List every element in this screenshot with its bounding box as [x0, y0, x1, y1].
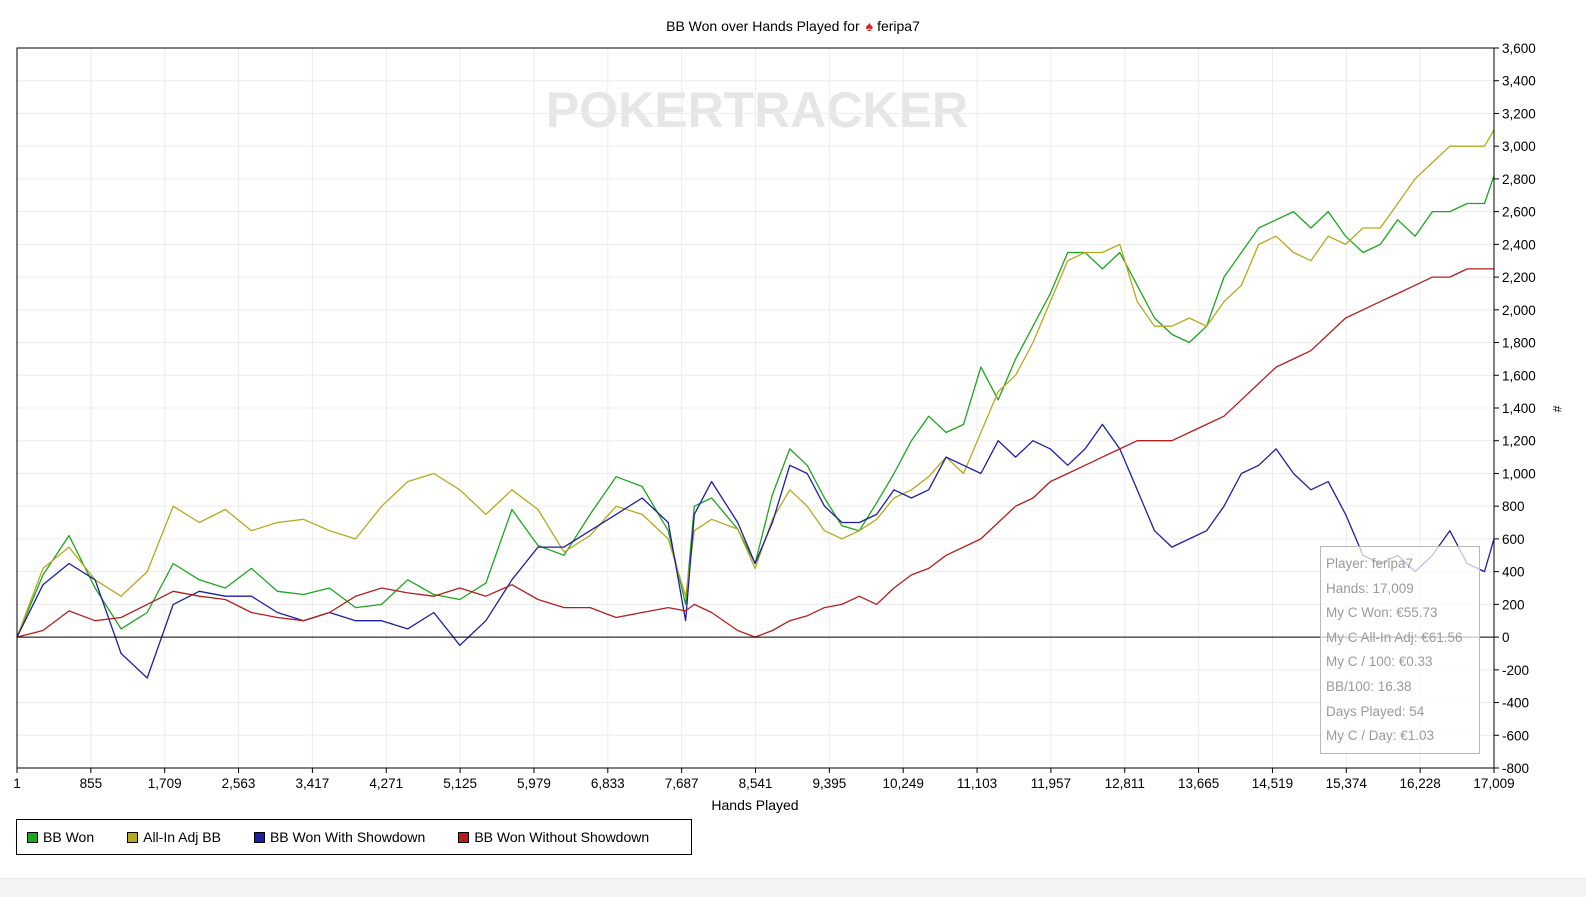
series-lines [16, 129, 1495, 679]
series-line-3 [16, 268, 1494, 638]
legend-item-without-showdown[interactable]: BB Won Without Showdown [458, 829, 649, 845]
x-axis-label: Hands Played [711, 797, 798, 813]
x-tick-label: 855 [80, 776, 103, 791]
series-line-1 [16, 129, 1495, 638]
y-tick-label: -200 [1502, 663, 1529, 678]
y-tick-label: 1,800 [1502, 336, 1536, 351]
tooltip-allin: My C All-In Adj: €61.56 [1326, 629, 1463, 645]
x-tick-label: 16,228 [1400, 776, 1441, 791]
x-tick-label: 1 [13, 776, 21, 791]
legend-label: BB Won With Showdown [269, 829, 426, 845]
series-line-0 [16, 175, 1495, 638]
legend: BB Won All-In Adj BB BB Won With Showdow… [16, 819, 692, 855]
x-tick-label: 11,957 [1031, 776, 1071, 791]
y-tick-label: 3,200 [1502, 106, 1536, 121]
y-tick-label: 3,600 [1502, 41, 1536, 56]
x-tick-label: 13,665 [1178, 776, 1219, 791]
x-tick-label: 5,125 [443, 776, 477, 791]
y-axis-label: # [1550, 406, 1564, 413]
x-tick-label: 14,519 [1252, 776, 1293, 791]
x-tick-label: 2,563 [222, 776, 256, 791]
y-tick-label: -600 [1502, 728, 1529, 743]
x-tick-label: 3,417 [296, 776, 330, 791]
legend-swatch [458, 831, 470, 843]
series-line-2 [16, 423, 1495, 679]
chart-title: BB Won over Hands Played for ♠ feripa7 [666, 18, 920, 34]
x-tick-label: 15,374 [1326, 776, 1368, 791]
y-tick-label: 3,400 [1502, 74, 1536, 89]
x-tick-label: 4,271 [369, 776, 403, 791]
x-tick-label: 12,811 [1105, 776, 1145, 791]
legend-item-bb-won[interactable]: BB Won [27, 829, 94, 845]
tooltip-player: Player: feripa7 [1326, 556, 1414, 571]
x-tick-label: 5,979 [517, 776, 551, 791]
y-tick-label: 600 [1502, 532, 1525, 547]
x-tick-label: 9,395 [812, 776, 846, 791]
y-tick-label: -800 [1502, 761, 1529, 776]
y-axis: -800 -600 -400 -200 0 200 400 600 800 1,000 1,200 1… [1494, 41, 1536, 776]
y-tick-label: 2,200 [1502, 270, 1536, 285]
y-tick-label: -400 [1502, 696, 1529, 711]
y-tick-label: 2,600 [1502, 205, 1536, 220]
legend-swatch [27, 831, 38, 843]
legend-swatch [127, 831, 139, 843]
x-tick-label: 8,541 [739, 776, 773, 791]
tooltip-days: Days Played: 54 [1326, 703, 1425, 719]
stats-tooltip: Player: feripa7 Hands: 17,009 My C Won: … [1320, 546, 1480, 754]
y-tick-label: 2,000 [1502, 303, 1536, 318]
y-tick-label: 1,600 [1502, 368, 1536, 383]
watermark: POKERTRACKER [546, 82, 968, 138]
tooltip-hands: Hands: 17,009 [1326, 580, 1414, 596]
y-tick-label: 200 [1502, 597, 1525, 612]
legend-label: All-In Adj BB [143, 829, 221, 845]
chart: BB Won over Hands Played for ♠ feripa7 POK… [13, 18, 1564, 813]
x-tick-label: 6,833 [591, 776, 625, 791]
y-tick-label: 1,000 [1502, 466, 1536, 481]
x-tick-label: 17,009 [1473, 776, 1514, 791]
grid [16, 47, 1495, 769]
tooltip-won: My C Won: €55.73 [1326, 605, 1438, 621]
x-tick-label: 1,709 [148, 776, 182, 791]
legend-label: BB Won Without Showdown [474, 829, 650, 845]
x-axis: 1 855 1,709 2,563 3,417 4,271 5,125 5,979 6,833 7… [13, 768, 1515, 791]
legend-label: BB Won [43, 829, 95, 845]
tooltip-bb100: BB/100: 16.38 [1326, 678, 1412, 694]
x-tick-label: 11,103 [957, 776, 997, 791]
y-tick-label: 400 [1502, 565, 1525, 580]
legend-item-allin-adj[interactable]: All-In Adj BB [127, 829, 221, 845]
tooltip-perday: My C / Day: €1.03 [1326, 728, 1435, 744]
x-tick-label: 7,687 [665, 776, 699, 791]
y-tick-label: 3,000 [1502, 139, 1536, 154]
y-tick-label: 2,800 [1502, 172, 1536, 187]
y-tick-label: 800 [1502, 499, 1525, 514]
status-bar [0, 878, 1586, 897]
y-tick-label: 2,400 [1502, 237, 1536, 252]
spade-icon: ♠ [866, 18, 874, 34]
legend-swatch [253, 831, 265, 843]
tooltip-per100: My C / 100: €0.33 [1326, 654, 1433, 670]
y-tick-label: 0 [1502, 630, 1510, 645]
x-tick-label: 10,249 [883, 776, 924, 791]
y-tick-label: 1,200 [1502, 434, 1536, 449]
legend-item-with-showdown[interactable]: BB Won With Showdown [253, 829, 426, 845]
y-tick-label: 1,400 [1502, 401, 1536, 416]
